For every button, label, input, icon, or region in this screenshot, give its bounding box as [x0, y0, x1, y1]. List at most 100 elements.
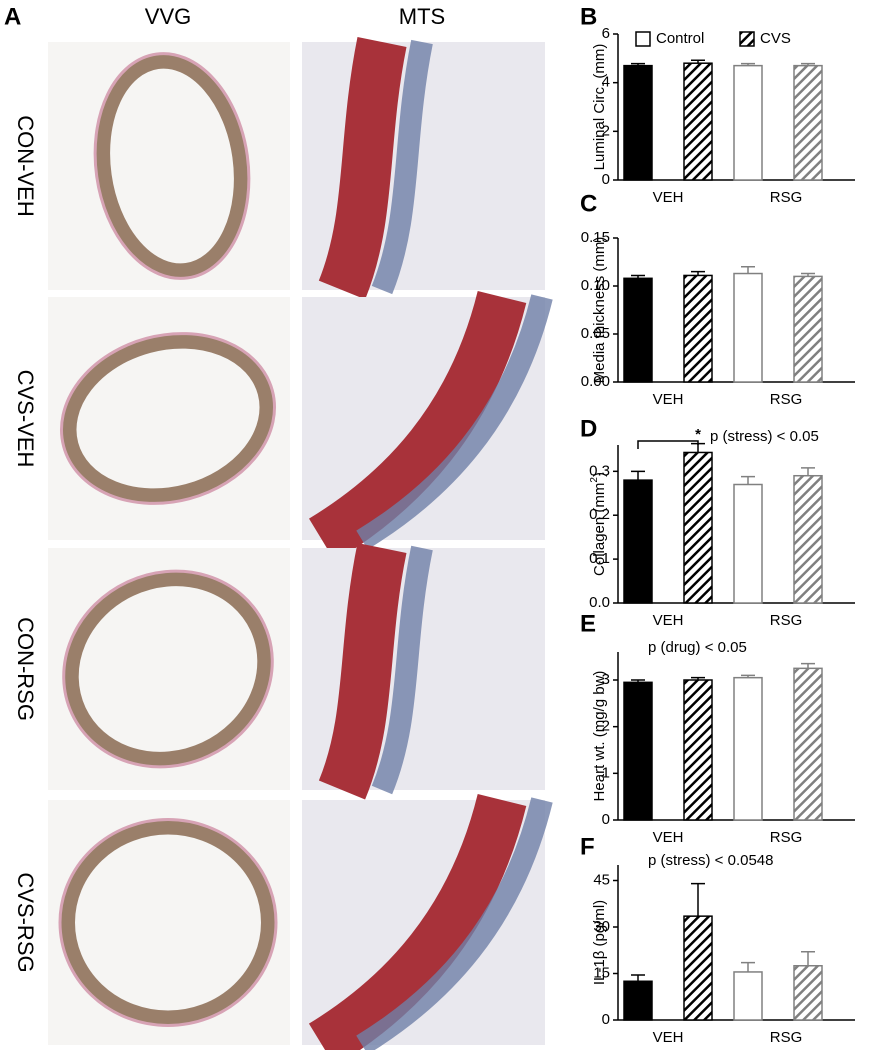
y-axis-label: IL-1β (pg/ml): [591, 900, 608, 985]
bar: [733, 676, 763, 821]
row-label: CVS-VEH: [13, 370, 38, 468]
bar: [793, 275, 823, 383]
y-tick-label: 2: [602, 718, 610, 735]
legend-label: Control: [656, 30, 704, 47]
y-tick-label: 0.10: [581, 277, 610, 294]
error-bar: [801, 467, 815, 476]
annotation: p (drug) < 0.05: [648, 639, 747, 656]
bar: [733, 483, 763, 604]
y-tick-label: 30: [593, 918, 610, 935]
vessel-ring-edge: [58, 818, 278, 1027]
bar: [623, 64, 653, 181]
panel-letter: B: [580, 3, 597, 30]
bar: [793, 64, 823, 181]
y-tick-label: 0.1: [589, 550, 610, 567]
error-bar: [741, 62, 755, 66]
error-bar: [741, 674, 755, 678]
column-label: MTS: [399, 4, 445, 29]
panel-letter: C: [580, 190, 597, 217]
error-bar: [801, 272, 815, 277]
x-tick-label: RSG: [770, 1029, 803, 1046]
bar: [623, 681, 653, 821]
bar: [683, 451, 713, 604]
y-axis-label: Heart wt. (mg/g bw): [591, 671, 608, 802]
y-tick-label: 15: [593, 964, 610, 981]
legend-swatch: [739, 31, 755, 47]
vvg-image: [48, 42, 290, 290]
vessel-ring: [64, 572, 272, 766]
significance-bracket: [637, 440, 699, 449]
adventitia-layer: [371, 545, 433, 795]
media-layer: [308, 793, 527, 1050]
vessel-ring: [61, 820, 275, 1025]
annotation: p (stress) < 0.05: [710, 428, 819, 445]
bar: [733, 272, 763, 383]
y-tick-label: 45: [593, 871, 610, 888]
x-tick-label: VEH: [653, 391, 684, 408]
x-tick-label: VEH: [653, 612, 684, 629]
adventitia-layer: [356, 294, 553, 550]
error-bar: [631, 470, 645, 481]
y-axis-label: Collagen (mm2): [589, 472, 608, 576]
vvg-image: [48, 548, 290, 790]
y-tick-label: 0.2: [589, 506, 610, 523]
y-tick-label: 0.15: [581, 229, 610, 246]
y-tick-label: 2: [602, 122, 610, 139]
x-tick-label: RSG: [770, 391, 803, 408]
vessel-ring-edge: [59, 332, 277, 505]
bar: [793, 965, 823, 1021]
bar: [793, 667, 823, 821]
bar: [683, 915, 713, 1021]
significance-star: *: [695, 426, 701, 443]
media-layer: [318, 542, 407, 800]
y-tick-label: 4: [602, 74, 610, 91]
x-tick-label: VEH: [653, 829, 684, 846]
x-tick-label: RSG: [770, 612, 803, 629]
bar: [623, 980, 653, 1021]
media-layer: [308, 290, 527, 562]
y-tick-label: 0.0: [589, 594, 610, 611]
media-layer: [318, 37, 407, 300]
error-bar: [801, 951, 815, 966]
row-label: CVS-RSG: [13, 872, 38, 972]
panel-letter: E: [580, 610, 596, 637]
error-bar: [691, 676, 705, 680]
x-tick-label: RSG: [770, 829, 803, 846]
y-tick-label: 0: [602, 1011, 610, 1028]
vessel-ring-edge: [93, 52, 251, 280]
error-bar: [631, 974, 645, 982]
histology: [48, 37, 553, 1050]
bar: [683, 62, 713, 181]
column-label: VVG: [145, 4, 191, 29]
y-tick-label: 0: [602, 811, 610, 828]
y-tick-label: 0.3: [589, 462, 610, 479]
x-tick-label: VEH: [653, 189, 684, 206]
adventitia-layer: [356, 797, 553, 1050]
x-tick-label: VEH: [653, 1029, 684, 1046]
legend-label: CVS: [760, 30, 791, 47]
vessel-ring: [96, 54, 248, 278]
error-bar: [631, 274, 645, 279]
legend-swatch: [635, 31, 651, 47]
vvg-image: [48, 800, 290, 1045]
adventitia-layer: [371, 39, 433, 295]
error-bar: [801, 662, 815, 669]
panel-letter: F: [580, 833, 595, 860]
error-bar: [631, 62, 645, 66]
y-tick-label: 0.00: [581, 373, 610, 390]
y-axis-label: Luminal Circ. (mm): [591, 44, 608, 171]
vessel-ring: [62, 334, 274, 503]
bar: [623, 479, 653, 604]
error-bar: [741, 961, 755, 972]
panel-letter: A: [4, 3, 21, 30]
error-bar: [691, 59, 705, 64]
bar: [793, 474, 823, 604]
y-tick-label: 6: [602, 25, 610, 42]
row-label: CON-RSG: [13, 617, 38, 721]
error-bar: [741, 475, 755, 485]
y-axis-label-part: Collagen (mm: [591, 483, 608, 576]
bar: [683, 274, 713, 383]
error-bar: [691, 882, 705, 917]
row-label: CON-VEH: [13, 115, 38, 216]
